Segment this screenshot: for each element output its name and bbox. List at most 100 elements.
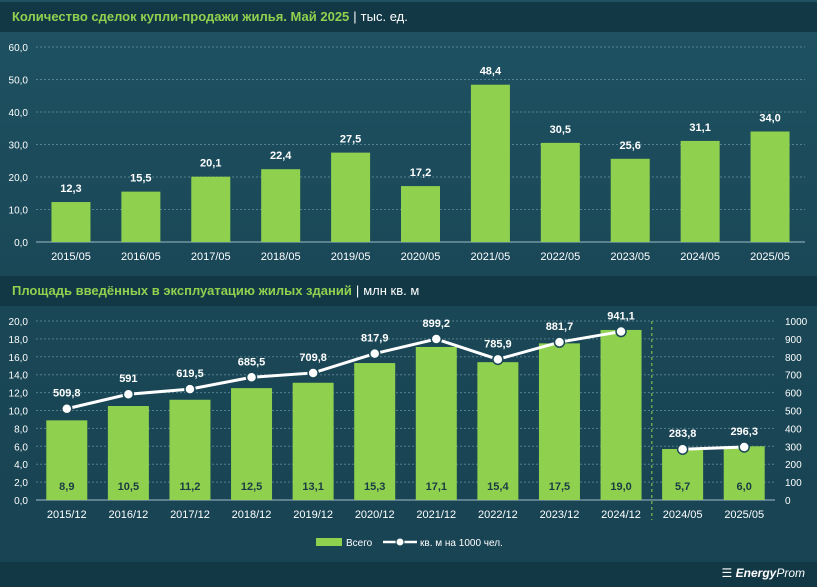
chart2-bar-value-label: 8,9 (59, 481, 74, 493)
chart2-bar (415, 346, 457, 500)
chart2-line-point (245, 371, 258, 384)
chart2-bar (538, 343, 580, 500)
energyprom-logo: ☰ EnergyProm (722, 566, 805, 580)
chart2-bar-value-label: 13,1 (302, 481, 323, 493)
chart2-line-point (553, 336, 566, 348)
chart1-value-label: 30,5 (550, 124, 571, 136)
chart2-ytick-left-label: 2,0 (14, 478, 28, 489)
chart2-ytick-left-label: 6,0 (14, 442, 28, 453)
chart2-bar (107, 406, 149, 500)
chart2-bar-value-label: 17,5 (549, 481, 570, 493)
chart2-bar-value-label: 10,5 (118, 481, 139, 493)
chart1-category-label: 2019/05 (331, 251, 371, 263)
chart2-category-label: 2024/12 (601, 509, 641, 521)
chart2-line-annual (66, 330, 622, 411)
chart2-bar (46, 420, 88, 500)
chart1-value-label: 34,0 (759, 113, 780, 125)
chart2-category-label: 2023/12 (540, 509, 580, 521)
chart1-bar (51, 202, 91, 242)
chart2-ytick-right-label: 1000 (785, 317, 808, 328)
chart2-line-point (615, 325, 627, 338)
footer-bar (0, 562, 817, 587)
chart1-unit: тыс. ед. (360, 9, 408, 24)
chart1-bar (750, 131, 790, 242)
chart1-ytick-label: 50,0 (9, 76, 29, 87)
chart1-value-label: 15,5 (130, 173, 151, 185)
chart2-bar-value-label: 5,7 (675, 481, 690, 493)
chart2-category-label: 2021/12 (416, 509, 456, 521)
chart2-ytick-left-label: 12,0 (9, 389, 29, 400)
chart2-line-point (430, 333, 443, 345)
chart2-ytick-left-label: 14,0 (9, 371, 29, 382)
chart1-bar (401, 186, 440, 242)
chart1-bar (331, 152, 371, 242)
chart1-bar (610, 158, 650, 242)
chart2-title-bar: Площадь введённых в эксплуатацию жилых з… (0, 276, 817, 306)
chart1-value-label: 20,1 (200, 158, 221, 170)
chart2-bar (292, 382, 334, 500)
chart1-title-text: Количество сделок купли-продажи жилья. М… (12, 9, 350, 24)
chart2-bar (477, 362, 519, 500)
chart1-ytick-label: 20,0 (9, 173, 29, 184)
chart2-ytick-right-label: 100 (785, 478, 802, 489)
chart1-category-label: 2020/05 (401, 251, 441, 263)
chart2-category-label: 2022/12 (478, 509, 518, 521)
chart2-line-point (738, 441, 750, 453)
chart2-line-value-label: 619,5 (176, 368, 204, 380)
chart2-ytick-left-label: 10,0 (9, 407, 29, 418)
chart2-line-point (184, 383, 196, 395)
chart2-category-label: 2016/12 (108, 509, 148, 521)
chart1-ytick-label: 0,0 (14, 238, 28, 249)
chart1-category-label: 2025/05 (750, 251, 790, 263)
chart1-category-label: 2024/05 (680, 251, 720, 263)
chart1-ytick-label: 60,0 (9, 43, 29, 54)
chart1-svg: 0,0 10,0 20,0 30,0 40,0 50,0 60,0 12,3 2015/05 15… (9, 43, 805, 263)
chart2-bar-value-label: 19,0 (610, 481, 631, 493)
chart2-ytick-right-label: 600 (785, 389, 802, 400)
chart2-line-value-label: 881,7 (546, 321, 574, 333)
chart1-category-label: 2023/05 (610, 251, 650, 263)
chart2-legend-bar-label: Всего (346, 538, 373, 549)
chart2-category-label: 2015/12 (47, 509, 87, 521)
chart2-line-point (676, 443, 689, 455)
chart2-line-point (368, 347, 381, 360)
chart2-bar-value-label: 12,5 (241, 481, 262, 493)
chart1-bar (261, 169, 301, 242)
chart2-line-value-label: 685,5 (238, 356, 266, 368)
chart2-legend-line-label: кв. м на 1000 чел. (420, 538, 503, 549)
chart2-category-label: 2020/12 (355, 509, 395, 521)
chart2-svg: 0,0 2,0 4,0 6,0 8,0 10,0 12,0 14,0 16,0 18,0 20,0 0… (9, 311, 808, 549)
chart2-category-label: 2019/12 (293, 509, 333, 521)
chart2-line-value-label: 283,8 (669, 428, 697, 440)
chart2-ytick-left-label: 16,0 (9, 353, 29, 364)
chart2-ytick-left-label: 8,0 (14, 424, 28, 435)
chart2-bar-value-label: 15,3 (364, 481, 385, 493)
chart1-bar (680, 140, 720, 242)
chart2-category-label: 2024/05 (663, 509, 703, 521)
chart2-legend-bar-swatch (316, 538, 342, 546)
chart2-line-point (122, 388, 135, 400)
chart2-line-value-label: 899,2 (423, 318, 451, 330)
chart1-bar (191, 176, 231, 242)
chart2-ytick-left-label: 20,0 (9, 317, 29, 328)
chart2-line-point (307, 367, 319, 379)
chart2-title: Площадь введённых в эксплуатацию жилых з… (12, 283, 419, 298)
chart1-title-bar: Количество сделок купли-продажи жилья. М… (0, 2, 817, 32)
chart2-bar (723, 446, 765, 500)
chart1-category-label: 2017/05 (191, 251, 231, 263)
chart2-line-value-label: 509,8 (53, 388, 81, 400)
chart2-line-value-label: 817,9 (361, 333, 389, 345)
chart2-bar (231, 388, 273, 500)
chart2-bar (600, 329, 642, 500)
chart2-title-separator: | (355, 283, 360, 298)
chart1-category-label: 2015/05 (51, 251, 91, 263)
logo-bold: Energy (735, 566, 777, 580)
chart1-category-label: 2021/05 (471, 251, 511, 263)
chart1-bar (470, 84, 510, 242)
chart2-category-label: 2017/12 (170, 509, 210, 521)
chart1-value-label: 17,2 (410, 167, 431, 179)
chart2-ytick-right-label: 900 (785, 335, 802, 346)
chart2-line-value-label: 785,9 (484, 338, 512, 350)
chart2-line-point (61, 402, 73, 415)
